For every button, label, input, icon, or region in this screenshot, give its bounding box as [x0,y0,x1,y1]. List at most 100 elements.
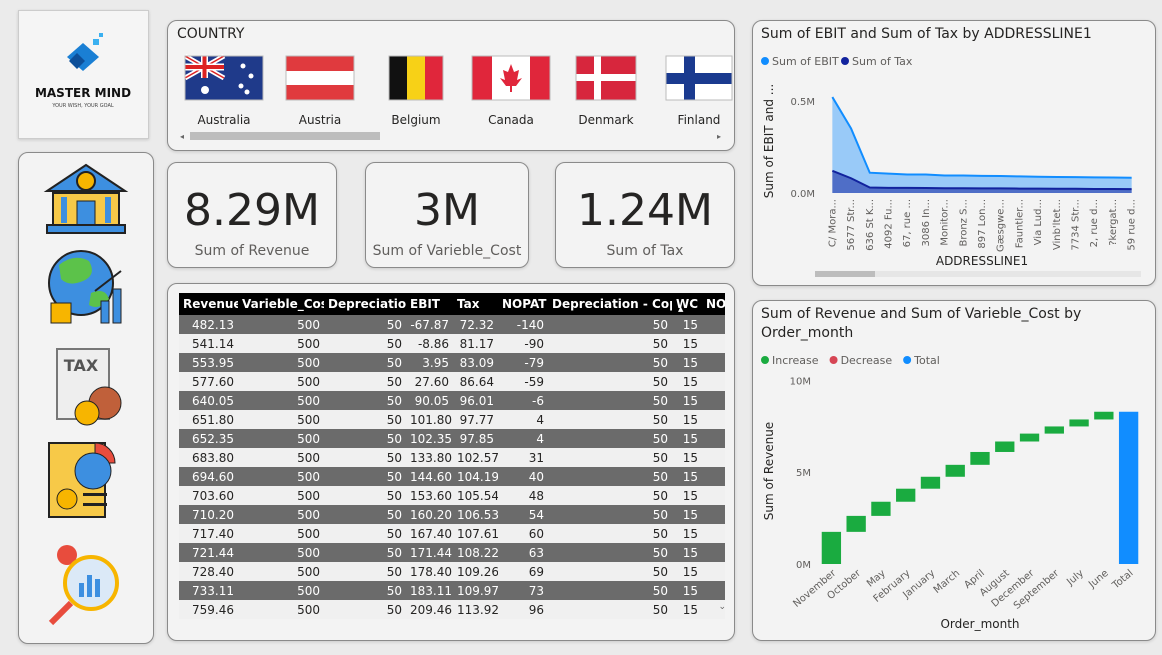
country-item[interactable]: Denmark [575,55,637,127]
column-header[interactable]: WC ▲ [672,293,702,315]
x-tick-label: June [1086,568,1111,591]
column-header[interactable]: Depreciation [324,293,406,315]
table-cell: 694.60 [179,467,238,486]
country-item[interactable]: Canada [471,55,551,127]
table-cell: 50 [324,600,406,619]
scrollbar-track [815,271,1141,277]
column-header[interactable]: EBIT [406,293,453,315]
scroll-right[interactable]: ▸ [717,132,721,141]
waterfall-bar [1019,433,1040,442]
chart-title: Sum of EBIT and Sum of Tax by ADDRESSLIN… [761,26,1092,42]
card-label: Sum of Tax [606,243,684,259]
flag-band [407,56,425,100]
table-cell: 50 [548,486,672,505]
table-row: 651.80 500 50 101.80 97.77 4 50 15 [179,410,725,429]
table-cell: 50 [548,372,672,391]
table-row: 728.40 500 50 178.40 109.26 69 50 15 [179,562,725,581]
table-cell: 15 [672,334,702,353]
scrollbar-thumb[interactable] [190,132,380,140]
country-item[interactable]: Belgium [388,55,444,127]
flag-border [471,55,551,101]
table-cell: -6 [498,391,548,410]
table-cell-clipped [702,315,725,334]
svg-text:TAX: TAX [64,356,99,375]
country-item[interactable]: Australia [183,53,264,127]
column-header[interactable]: Varieble_Cost [238,293,324,315]
table-row: 541.14 500 50 -8.86 81.17 -90 50 15 [179,334,725,353]
column-header[interactable]: Tax [453,293,498,315]
table-cell-clipped [702,429,725,448]
flag [472,56,550,100]
table-cell: 721.44 [179,543,238,562]
table-cell: 15 [672,600,702,619]
card-label: Sum of Varieble_Cost [372,243,522,259]
waterfall-bar [945,464,965,477]
table-viewport: RevenueVarieble_CostDepreciationEBITTaxN… [179,293,725,628]
country-item[interactable]: Finland [665,55,733,127]
country-item[interactable]: Austria [285,55,355,127]
table-cell: 50 [324,429,406,448]
table-cell: 500 [238,334,324,353]
table-cell: 108.22 [453,543,498,562]
table-cell: -140 [498,315,548,334]
column-header[interactable]: Depreciation - Copy [548,293,672,315]
table-cell-clipped [702,334,725,353]
x-tick-label: 3086 In... [921,199,932,246]
country-label: Finland [678,113,721,127]
table-cell: 50 [324,315,406,334]
table-cell: 86.64 [453,372,498,391]
table-cell: 640.05 [179,391,238,410]
nav-bank-icon[interactable] [43,163,129,234]
logo-tagline: YOUR WISH, YOUR GOAL [51,103,114,109]
table-cell: 703.60 [179,486,238,505]
legend-label: Increase [772,354,819,367]
table-cell: 652.35 [179,429,238,448]
table-cell: 50 [548,562,672,581]
flag-cross [666,73,732,84]
table-cell: 50 [324,505,406,524]
table-row: 482.13 500 50 -67.87 72.32 -140 50 15 [179,315,725,334]
x-tick-label: Total [1110,568,1136,592]
table-cell: 50 [324,562,406,581]
card-value: 1.24M [577,185,713,236]
x-tick-label: 2, rue d... [1089,199,1100,247]
legend-label: Sum of EBIT [772,55,839,68]
table-cell-clipped [702,391,725,410]
table-cell: 50 [548,543,672,562]
table-row: 721.44 500 50 171.44 108.22 63 50 15 [179,543,725,562]
column-header[interactable]: NOPAT [498,293,548,315]
flag-star [248,73,254,79]
y-tick-label: 0.5M [790,97,815,108]
table-cell: 3.95 [406,353,453,372]
nav-tax-icon[interactable]: TAX [56,348,122,426]
legend-marker [761,356,769,364]
table-cell: 500 [238,448,324,467]
flag-band [530,56,550,100]
nav-report-icon[interactable] [48,442,116,518]
x-tick-label: 4092 Fu... [883,199,894,249]
table-row: 717.40 500 50 167.40 107.61 60 50 15 [179,524,725,543]
column-header[interactable]: NO [702,293,725,315]
nav-globe-icon[interactable] [48,250,122,324]
flag [389,56,443,100]
card-value: 8.29M [184,185,320,236]
waterfall-bar [1118,411,1139,564]
table-cell: 500 [238,505,324,524]
scrollbar-thumb[interactable] [815,271,875,277]
table-scroll-down[interactable]: ⌄ [718,602,726,612]
table-cell: 97.77 [453,410,498,429]
table-cell: 500 [238,486,324,505]
table-cell-clipped [702,543,725,562]
series-line [831,169,1132,191]
flag-star [244,89,250,95]
table-cell-clipped [702,486,725,505]
table-cell-clipped [702,524,725,543]
table-row: 553.95 500 50 3.95 83.09 -79 50 15 [179,353,725,372]
nav-analytics-icon[interactable] [48,545,119,626]
legend-label: Total [913,354,940,367]
x-tick-label: Fauntler... [1014,199,1025,248]
table-cell: 15 [672,543,702,562]
table-cell: 50 [324,486,406,505]
column-header[interactable]: Revenue [179,293,238,315]
scroll-left[interactable]: ◂ [180,132,184,141]
